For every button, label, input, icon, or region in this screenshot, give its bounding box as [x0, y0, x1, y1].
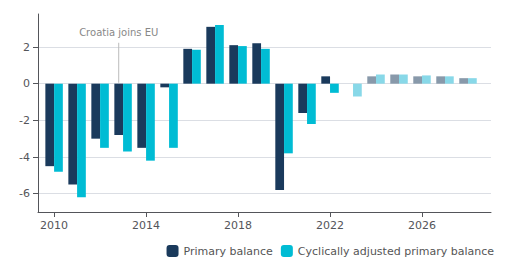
svg-text:2010: 2010	[40, 219, 68, 232]
svg-text:2026: 2026	[408, 219, 436, 232]
svg-text:-4: -4	[19, 151, 30, 164]
svg-text:-6: -6	[19, 187, 30, 200]
svg-text:2: 2	[23, 41, 30, 54]
svg-text:-2: -2	[19, 114, 30, 127]
svg-text:2014: 2014	[132, 219, 160, 232]
svg-text:2022: 2022	[316, 219, 344, 232]
svg-text:Croatia joins EU: Croatia joins EU	[79, 27, 158, 38]
svg-text:2018: 2018	[224, 219, 252, 232]
svg-text:0: 0	[23, 77, 30, 90]
svg-text:Primary balance: Primary balance	[184, 245, 274, 258]
svg-text:Cyclically adjusted primary ba: Cyclically adjusted primary balance	[298, 245, 494, 258]
